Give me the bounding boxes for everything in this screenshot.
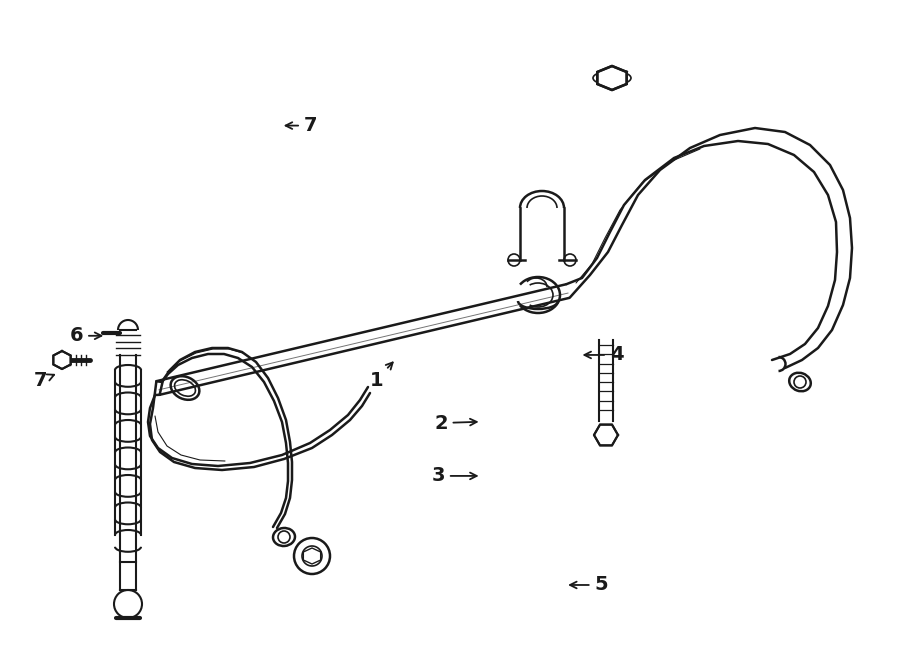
Text: 6: 6 bbox=[69, 327, 102, 345]
Circle shape bbox=[114, 590, 142, 618]
Polygon shape bbox=[53, 351, 71, 369]
Ellipse shape bbox=[171, 376, 200, 400]
Text: 7: 7 bbox=[285, 116, 317, 135]
Text: 1: 1 bbox=[369, 362, 392, 389]
Text: 2: 2 bbox=[434, 414, 477, 432]
Ellipse shape bbox=[273, 528, 295, 546]
Circle shape bbox=[57, 355, 67, 365]
Polygon shape bbox=[598, 66, 626, 90]
Text: 3: 3 bbox=[432, 467, 477, 485]
Polygon shape bbox=[594, 424, 618, 446]
Circle shape bbox=[302, 546, 322, 566]
Text: 4: 4 bbox=[584, 346, 624, 364]
Circle shape bbox=[605, 71, 619, 85]
Circle shape bbox=[294, 538, 330, 574]
Text: 7: 7 bbox=[34, 371, 54, 390]
Text: 5: 5 bbox=[570, 576, 608, 594]
Ellipse shape bbox=[789, 373, 811, 391]
